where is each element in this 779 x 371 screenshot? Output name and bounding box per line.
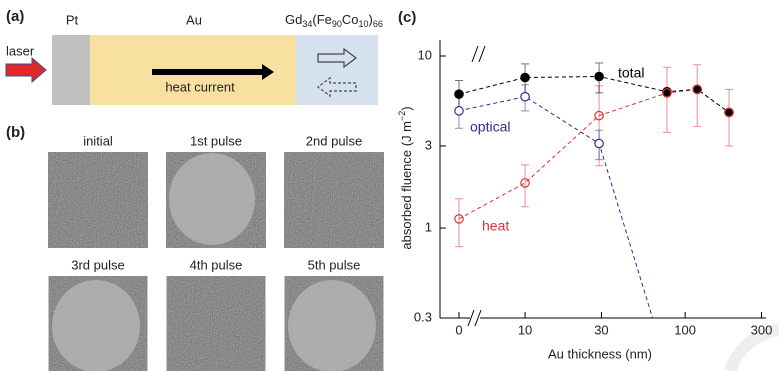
text: ) (369, 12, 373, 27)
panel-label: (a) (6, 8, 24, 25)
error-bar (662, 66, 671, 133)
marker (724, 107, 734, 118)
x-tick-label: 100 (674, 322, 696, 337)
y-tick-label: 3 (425, 137, 432, 152)
heat-current-label: heat current (165, 79, 235, 94)
image-label: initial (83, 133, 113, 148)
error-bar-line (521, 164, 530, 208)
marker (454, 214, 464, 224)
y-tick-label: 0.3 (414, 309, 432, 324)
series-label: total (618, 65, 644, 81)
plot-clip (454, 62, 734, 369)
error-bar-line (693, 64, 702, 127)
y-tick-label: 1 (425, 219, 432, 234)
series-line (458, 76, 730, 113)
image (166, 152, 266, 248)
error-bar (693, 64, 702, 127)
panel-label: (c) (398, 9, 416, 26)
x-tick-label: 300 (751, 322, 773, 337)
error-bar (725, 88, 734, 147)
image (167, 276, 266, 371)
sub: 90 (332, 19, 342, 29)
text: ) (399, 106, 414, 110)
text: Co (342, 12, 359, 27)
marker (692, 84, 703, 95)
image-label: 1st pulse (190, 133, 242, 148)
error-bar-line (662, 66, 671, 133)
x-axis-label: Au thickness (nm) (548, 346, 652, 361)
gdfeco-layer (296, 35, 378, 105)
laser-label: laser (6, 43, 35, 58)
sub: 34 (302, 19, 312, 29)
text: absorbed fluence (J m (399, 121, 414, 250)
y-tick-label: 10 (418, 47, 432, 62)
image-label: 3rd pulse (71, 257, 124, 272)
laser-arrow (5, 56, 47, 84)
marker (520, 91, 530, 102)
au-label: Au (186, 12, 202, 27)
gdfeco-label: Gd34(Fe90Co10)66 (285, 12, 383, 29)
marker (663, 361, 671, 369)
image-label: 5th pulse (308, 257, 361, 272)
marker (454, 89, 464, 99)
sup: −2 (397, 111, 407, 121)
pt-layer (52, 35, 90, 105)
image-label: 4th pulse (190, 257, 243, 272)
pt-label: Pt (66, 12, 79, 27)
series-label: heat (482, 218, 509, 234)
marker (594, 110, 604, 121)
magnet-arrow (317, 76, 357, 98)
error-bar-line (725, 88, 734, 147)
error-bar (521, 164, 530, 208)
marker (454, 106, 464, 116)
panel-label: (b) (6, 124, 25, 141)
watermark (724, 324, 779, 371)
marker (520, 178, 530, 188)
x-tick-label: 0 (455, 322, 462, 337)
x-tick-label: 30 (594, 322, 608, 337)
x-tick-label: 10 (518, 322, 532, 337)
series-label: optical (470, 119, 510, 135)
image (285, 276, 384, 371)
series-line (458, 88, 730, 220)
marker (594, 71, 604, 82)
image (48, 152, 148, 248)
sub: 10 (359, 19, 369, 29)
axis-break (470, 310, 480, 326)
image (49, 276, 148, 371)
heat-arrow (152, 64, 274, 80)
plot-area (454, 62, 734, 369)
marker (662, 88, 672, 98)
image-label: 2nd pulse (306, 133, 362, 148)
axis-break (471, 45, 486, 63)
text: Gd (285, 12, 302, 27)
axis-break (467, 309, 482, 327)
marker (594, 138, 604, 149)
text: (Fe (312, 12, 332, 27)
image (284, 152, 384, 248)
sub: 66 (373, 19, 383, 29)
y-axis-label: absorbed fluence (J m−2) (397, 106, 414, 249)
magnet-arrow (317, 47, 357, 69)
marker (520, 72, 530, 83)
